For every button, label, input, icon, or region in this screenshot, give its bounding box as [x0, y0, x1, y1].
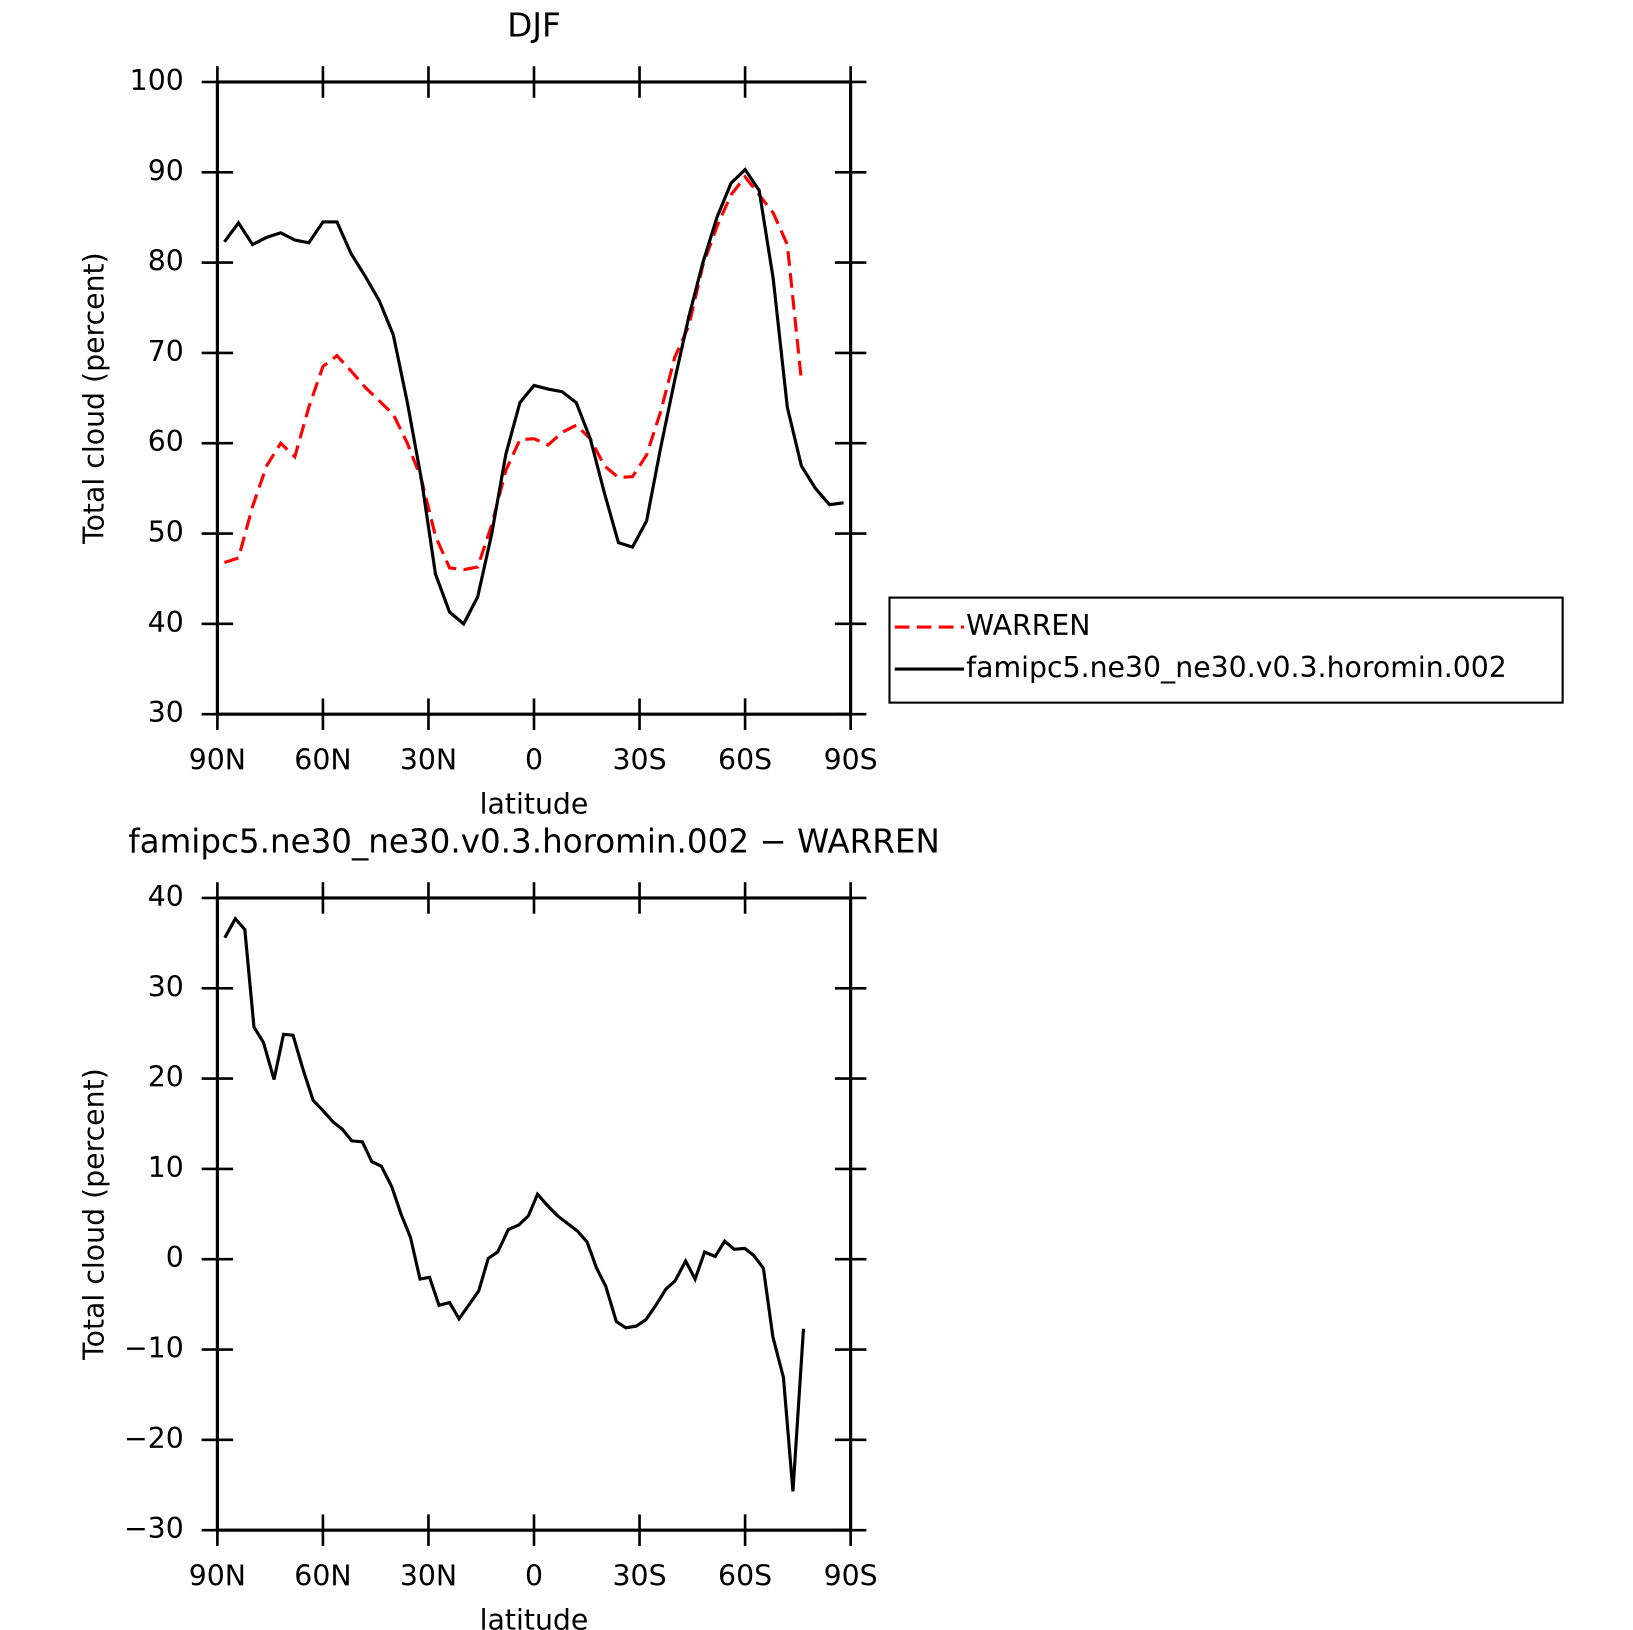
x-axis-label: latitude: [480, 788, 589, 821]
y-tick-label: 40: [148, 880, 184, 913]
x-tick-label: 0: [525, 743, 543, 776]
x-axis-label: latitude: [480, 1604, 589, 1630]
y-tick-label: 50: [148, 516, 184, 549]
x-tick-label: 30N: [400, 1559, 457, 1592]
series-line: [223, 167, 844, 627]
y-tick-label: 90: [148, 154, 184, 187]
y-tick-label: 30: [148, 696, 184, 729]
chart-title: famipc5.ne30_ne30.v0.3.horomin.002 − WAR…: [128, 822, 940, 860]
series-line: [223, 174, 803, 572]
y-axis-label: Total cloud (percent): [78, 1068, 111, 1361]
x-tick-label: 60N: [294, 743, 351, 776]
y-tick-label: 30: [148, 970, 184, 1003]
y-tick-label: −30: [124, 1512, 184, 1545]
x-tick-label: 60S: [718, 743, 772, 776]
x-tick-label: 60S: [718, 1559, 772, 1592]
x-tick-label: 60N: [294, 1559, 351, 1592]
x-tick-label: 90S: [824, 743, 878, 776]
y-tick-label: 10: [148, 1151, 184, 1184]
chart-title: DJF: [507, 6, 560, 44]
x-tick-label: 90N: [189, 743, 246, 776]
y-tick-label: 70: [148, 335, 184, 368]
y-tick-label: 60: [148, 425, 184, 458]
x-tick-label: 90N: [189, 1559, 246, 1592]
x-tick-label: 30N: [400, 743, 457, 776]
y-tick-label: 40: [148, 606, 184, 639]
y-axis-label: Total cloud (percent): [78, 252, 111, 545]
plot-frame: [215, 80, 853, 716]
x-tick-label: 0: [525, 1559, 543, 1592]
x-tick-label: 90S: [824, 1559, 878, 1592]
y-tick-label: 20: [148, 1061, 184, 1094]
legend-label: famipc5.ne30_ne30.v0.3.horomin.002: [966, 651, 1507, 684]
series-line: [223, 916, 806, 1492]
y-tick-label: 100: [130, 64, 184, 97]
y-tick-label: 0: [166, 1241, 184, 1274]
legend-box: [888, 596, 1564, 704]
y-tick-label: −10: [124, 1332, 184, 1365]
x-tick-label: 30S: [613, 1559, 667, 1592]
plot-frame: [215, 896, 853, 1532]
x-tick-label: 30S: [613, 743, 667, 776]
y-tick-label: −20: [124, 1422, 184, 1455]
y-tick-label: 80: [148, 245, 184, 278]
legend-label: WARREN: [966, 609, 1090, 642]
